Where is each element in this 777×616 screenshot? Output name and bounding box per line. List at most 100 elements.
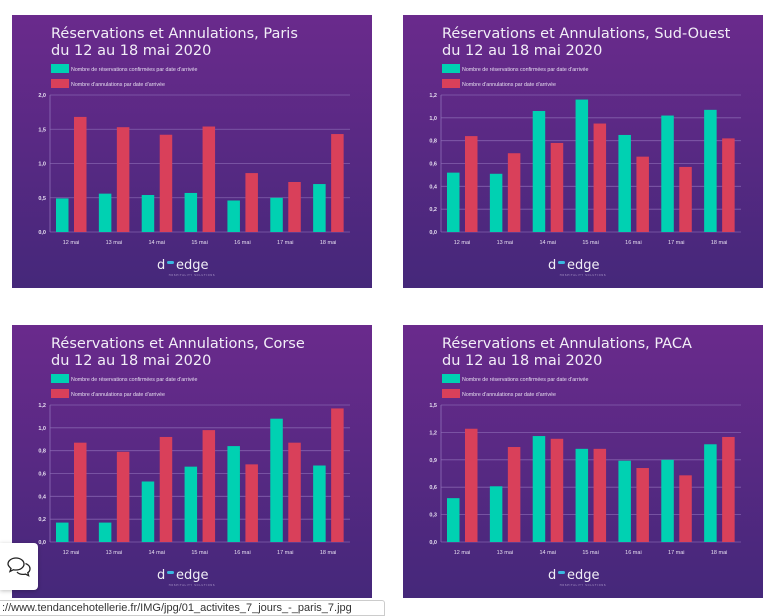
chart-corse[interactable]: Réservations et Annulations, Corse du 12 … — [12, 325, 372, 598]
logo-dash — [558, 571, 565, 574]
bar-annulations — [202, 126, 216, 232]
y-tick-label: 0,9 — [429, 458, 437, 464]
y-tick-label: 1,2 — [38, 403, 46, 409]
bar-reservations — [447, 172, 460, 232]
bar-reservations — [661, 459, 674, 542]
chat-button[interactable] — [0, 543, 38, 590]
chart-subtitle: du 12 au 18 mai 2020 — [51, 353, 211, 369]
legend-label: Nombre d'annulations par date d'arrivée — [71, 82, 165, 88]
status-bar-url: ://www.tendancehotellerie.fr/IMG/jpg/01_… — [0, 600, 385, 616]
bar-annulations — [550, 142, 564, 232]
legend-label: Nombre d'annulations par date d'arrivée — [71, 392, 165, 398]
logo-edge: edge — [567, 258, 600, 273]
bar-annulations — [288, 181, 301, 232]
x-tick-label: 15 mai — [582, 550, 599, 556]
bar-annulations — [593, 448, 607, 542]
bar-reservations — [313, 184, 326, 232]
chart-subtitle: du 12 au 18 mai 2020 — [51, 43, 211, 59]
x-tick-label: 14 mai — [148, 550, 165, 556]
logo-tagline: HOSPITALITY SOLUTIONS — [169, 584, 216, 587]
legend-swatch — [442, 374, 460, 383]
bar-reservations — [270, 197, 283, 232]
y-tick-label: 0,2 — [429, 207, 437, 213]
x-tick-label: 18 mai — [711, 550, 728, 556]
x-tick-label: 14 mai — [539, 240, 556, 246]
bar-annulations — [245, 464, 258, 542]
legend-swatch — [442, 64, 460, 73]
x-tick-label: 15 mai — [191, 240, 208, 246]
bar-annulations — [550, 438, 564, 542]
chart-svg: Réservations et Annulations, Sud-Ouestdu… — [403, 15, 763, 288]
x-tick-label: 15 mai — [582, 240, 599, 246]
bar-reservations — [227, 446, 240, 542]
y-tick-label: 1,0 — [38, 426, 46, 432]
logo-dash — [558, 261, 565, 264]
x-tick-label: 16 mai — [625, 550, 642, 556]
bar-reservations — [575, 448, 589, 542]
bar-annulations — [202, 430, 216, 542]
y-tick-label: 1,5 — [429, 403, 437, 409]
bar-annulations — [722, 138, 735, 232]
bar-reservations — [227, 200, 240, 232]
y-tick-label: 0,6 — [38, 472, 46, 478]
x-tick-label: 12 mai — [63, 240, 80, 246]
x-tick-label: 13 mai — [497, 240, 514, 246]
logo-d: d — [157, 568, 165, 583]
y-tick-label: 0,4 — [429, 184, 438, 190]
legend-label: Nombre de réservations confirmées par da… — [71, 67, 197, 73]
bar-annulations — [159, 134, 173, 232]
legend-label: Nombre de réservations confirmées par da… — [462, 67, 588, 73]
bar-reservations — [618, 460, 631, 542]
x-tick-label: 16 mai — [234, 550, 251, 556]
x-tick-label: 18 mai — [320, 240, 337, 246]
x-tick-label: 12 mai — [454, 550, 471, 556]
bar-annulations — [245, 173, 258, 232]
legend-label: Nombre d'annulations par date d'arrivée — [462, 392, 556, 398]
y-tick-label: 0,0 — [38, 230, 46, 236]
legend-label: Nombre d'annulations par date d'arrivée — [462, 82, 556, 88]
chart-title: Réservations et Annulations, PACA — [442, 336, 692, 352]
x-tick-label: 14 mai — [148, 240, 165, 246]
chart-background — [12, 15, 372, 288]
bar-reservations — [98, 522, 112, 542]
x-tick-label: 12 mai — [63, 550, 80, 556]
x-tick-label: 13 mai — [497, 550, 514, 556]
logo-edge: edge — [176, 568, 209, 583]
y-tick-label: 0,0 — [38, 540, 46, 546]
chart-sud-ouest[interactable]: Réservations et Annulations, Sud-Ouest du… — [403, 15, 763, 288]
y-tick-label: 1,5 — [38, 127, 46, 133]
chart-title: Réservations et Annulations, Corse — [51, 336, 305, 352]
bar-annulations — [593, 123, 607, 232]
bar-annulations — [74, 116, 87, 232]
bar-reservations — [56, 522, 69, 542]
bar-annulations — [679, 475, 692, 542]
logo-dash — [167, 261, 174, 264]
bar-annulations — [331, 408, 344, 542]
logo-edge: edge — [176, 258, 209, 273]
bar-reservations — [575, 99, 589, 232]
bar-annulations — [331, 134, 344, 232]
y-tick-label: 0,2 — [38, 517, 46, 523]
x-tick-label: 14 mai — [539, 550, 556, 556]
y-tick-label: 0,4 — [38, 494, 47, 500]
bar-annulations — [636, 156, 649, 232]
chart-background — [12, 325, 372, 598]
y-tick-label: 1,0 — [429, 116, 437, 122]
bar-annulations — [679, 166, 692, 232]
chart-paca[interactable]: Réservations et Annulations, PACA du 12 a… — [403, 325, 763, 598]
x-tick-label: 16 mai — [625, 240, 642, 246]
bar-reservations — [447, 498, 460, 542]
bar-reservations — [489, 173, 503, 232]
x-tick-label: 17 mai — [277, 240, 294, 246]
bar-reservations — [56, 198, 69, 232]
chart-paris[interactable]: Réservations et Annulations, Paris du 12 … — [12, 15, 372, 288]
legend-swatch — [51, 374, 69, 383]
x-tick-label: 18 mai — [711, 240, 728, 246]
bar-reservations — [141, 195, 155, 232]
bar-annulations — [722, 436, 735, 542]
bar-reservations — [184, 466, 198, 542]
